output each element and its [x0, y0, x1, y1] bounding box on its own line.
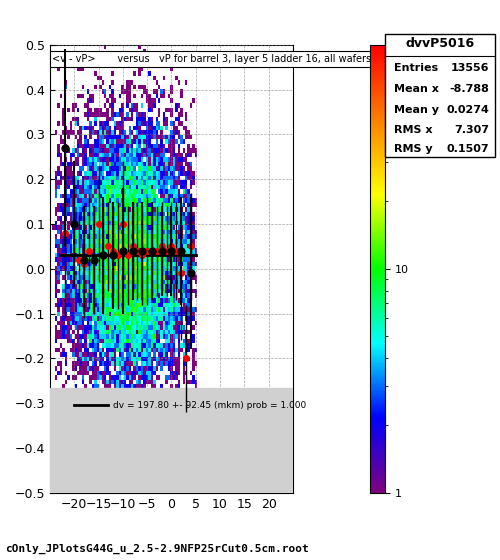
Text: Entries: Entries [394, 63, 438, 73]
Text: 0.1507: 0.1507 [447, 144, 490, 155]
Text: 7.307: 7.307 [454, 125, 490, 135]
Text: RMS x: RMS x [394, 125, 432, 135]
Text: -8.788: -8.788 [450, 84, 490, 94]
Text: 13556: 13556 [451, 63, 490, 73]
Text: Mean x: Mean x [394, 84, 438, 94]
FancyBboxPatch shape [385, 34, 495, 157]
Text: dv = 197.80 +- 92.45 (mkm) prob = 1.000: dv = 197.80 +- 92.45 (mkm) prob = 1.000 [113, 401, 306, 410]
Bar [50, 388, 293, 493]
Text: <v - vP>       versus   vP for barrel 3, layer 5 ladder 16, all wafers: <v - vP> versus vP for barrel 3, layer 5… [52, 54, 372, 64]
Text: RMS y: RMS y [394, 144, 432, 155]
Text: 0.0274: 0.0274 [446, 105, 490, 115]
Text: dvvP5016: dvvP5016 [406, 37, 474, 50]
Text: cOnly_JPlotsG44G_u_2.5-2.9NFP25rCut0.5cm.root: cOnly_JPlotsG44G_u_2.5-2.9NFP25rCut0.5cm… [5, 544, 309, 554]
Text: Mean y: Mean y [394, 105, 439, 115]
